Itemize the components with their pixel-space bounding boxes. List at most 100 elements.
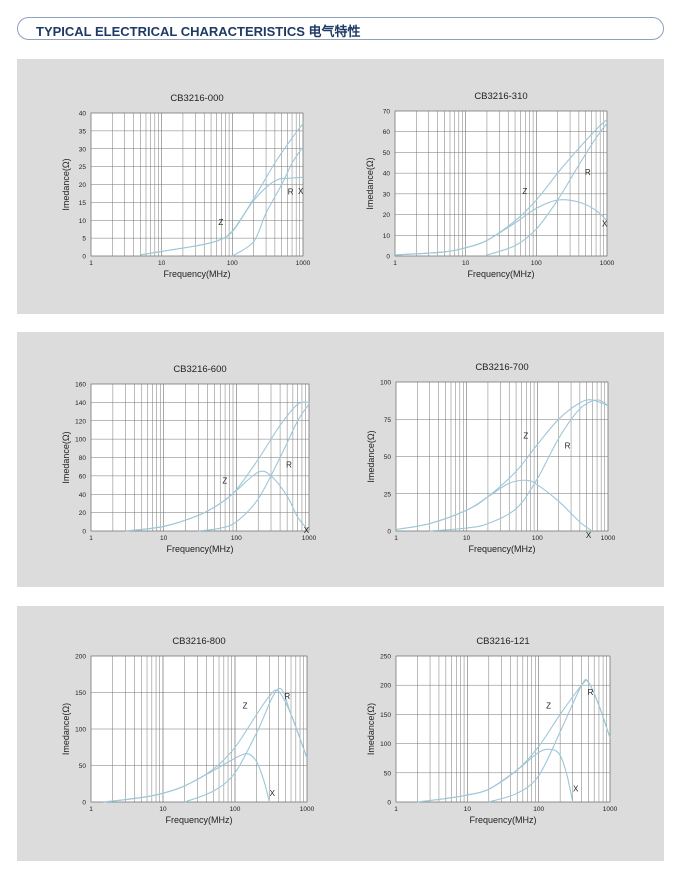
y-axis-label: Imedance(Ω): [61, 158, 71, 210]
chart-6: CB3216-121 0 50 100 150 200 250 1 10 100 1000 Frequ…: [366, 636, 618, 825]
y-tick-label: 30: [79, 146, 87, 153]
x-axis-label: Frequency(MHz): [165, 815, 232, 825]
y-tick-label: 0: [387, 800, 391, 807]
y-tick-label: 60: [79, 473, 87, 480]
series-label-x: X: [298, 187, 304, 196]
series-label-x: X: [270, 789, 276, 798]
series-line-x: [140, 176, 304, 256]
y-tick-label: 40: [383, 171, 391, 178]
y-tick-label: 100: [75, 437, 86, 444]
series-label-z: Z: [523, 432, 528, 441]
grid-lines: [90, 383, 310, 532]
series-label-z: Z: [522, 187, 527, 196]
series-label-r: R: [286, 461, 292, 470]
series-line-r: [184, 688, 308, 803]
x-tick-label: 1000: [603, 806, 618, 813]
x-axis-label: Frequency(MHz): [163, 269, 230, 279]
y-tick-label: 0: [82, 800, 86, 807]
series-label-z: Z: [243, 701, 248, 710]
chart-title: CB3216-600: [173, 364, 226, 375]
series-line-x: [125, 470, 310, 532]
y-tick-label: 50: [384, 454, 392, 461]
y-axis-label: Imedance(Ω): [366, 703, 376, 755]
series-line-r: [198, 403, 310, 532]
x-tick-label: 100: [231, 535, 242, 542]
x-tick-label: 10: [160, 535, 168, 542]
series-line-x: [394, 199, 608, 256]
series-line-x: [417, 748, 574, 803]
y-tick-label: 50: [384, 770, 392, 777]
x-tick-label: 1: [394, 535, 398, 542]
series-label-x: X: [586, 531, 592, 540]
x-tick-label: 1: [89, 535, 93, 542]
chart-panel-row-2: CB3216-600 0 20 40 60 80 100 120 140 160 1 10 100 100…: [17, 332, 664, 587]
x-tick-label: 100: [230, 806, 241, 813]
x-tick-label: 1000: [300, 806, 315, 813]
series-label-z: Z: [218, 218, 223, 227]
y-tick-label: 40: [79, 111, 87, 118]
x-tick-label: 10: [158, 260, 166, 267]
grid-lines: [90, 655, 308, 803]
series-label-r: R: [585, 168, 591, 177]
grid-lines: [395, 381, 609, 532]
series-line-x: [103, 753, 270, 803]
x-tick-label: 100: [227, 260, 238, 267]
y-axis-label: Imedance(Ω): [366, 430, 376, 482]
y-tick-label: 200: [75, 654, 86, 661]
y-tick-label: 50: [79, 763, 87, 770]
x-axis-label: Frequency(MHz): [467, 269, 534, 279]
chart-title: CB3216-700: [475, 362, 528, 373]
y-tick-label: 25: [384, 491, 392, 498]
y-axis-label: Imedance(Ω): [61, 703, 71, 755]
x-tick-label: 1: [394, 806, 398, 813]
y-tick-label: 150: [380, 712, 391, 719]
chart-title: CB3216-310: [474, 91, 527, 102]
chart-4: CB3216-700 0 25 50 75 100 1 10 100 1000 Frequency(…: [366, 362, 616, 554]
y-tick-label: 200: [380, 683, 391, 690]
x-axis-label: Frequency(MHz): [166, 544, 233, 554]
grid-lines: [394, 110, 608, 257]
series-line-r: [429, 399, 609, 532]
y-tick-label: 25: [79, 164, 87, 171]
y-tick-label: 100: [380, 741, 391, 748]
series-label-r: R: [284, 692, 290, 701]
y-tick-label: 20: [383, 212, 391, 219]
chart-1: CB3216-000 0 5 10 15 20 25 30 35 40 1 10 100 1000 Freq…: [61, 93, 311, 279]
y-tick-label: 250: [380, 654, 391, 661]
y-tick-label: 0: [386, 254, 390, 261]
series-line-r: [231, 146, 304, 257]
series-label-z: Z: [546, 701, 551, 710]
y-tick-label: 15: [79, 200, 87, 207]
plot-area: [395, 655, 611, 803]
section-title: TYPICAL ELECTRICAL CHARACTERISTICS 电气特性: [36, 24, 361, 39]
chart-3: CB3216-600 0 20 40 60 80 100 120 140 160 1 10 100 100…: [61, 364, 317, 554]
y-tick-label: 40: [79, 492, 87, 499]
series-label-z: Z: [222, 477, 227, 486]
x-tick-label: 100: [532, 535, 543, 542]
grid-lines: [90, 112, 304, 257]
y-tick-label: 0: [82, 529, 86, 536]
x-tick-label: 100: [531, 260, 542, 267]
x-tick-label: 10: [462, 260, 470, 267]
plot-area: [394, 110, 608, 257]
x-tick-label: 1: [89, 806, 93, 813]
y-tick-label: 20: [79, 182, 87, 189]
y-tick-label: 30: [383, 191, 391, 198]
chart-title: CB3216-000: [170, 93, 223, 104]
y-tick-label: 20: [79, 510, 87, 517]
chart-2: CB3216-310 0 10 20 30 40 50 60 70 1 10 100 1000 Frequ…: [365, 91, 615, 279]
x-axis-label: Frequency(MHz): [468, 544, 535, 554]
series-label-x: X: [304, 526, 310, 535]
y-tick-label: 100: [75, 727, 86, 734]
x-tick-label: 1000: [302, 535, 317, 542]
y-tick-label: 60: [383, 129, 391, 136]
y-tick-label: 0: [387, 529, 391, 536]
y-tick-label: 160: [75, 382, 86, 389]
y-tick-label: 140: [75, 400, 86, 407]
series-line-x: [395, 479, 593, 532]
y-tick-label: 120: [75, 418, 86, 425]
x-tick-label: 10: [463, 535, 471, 542]
